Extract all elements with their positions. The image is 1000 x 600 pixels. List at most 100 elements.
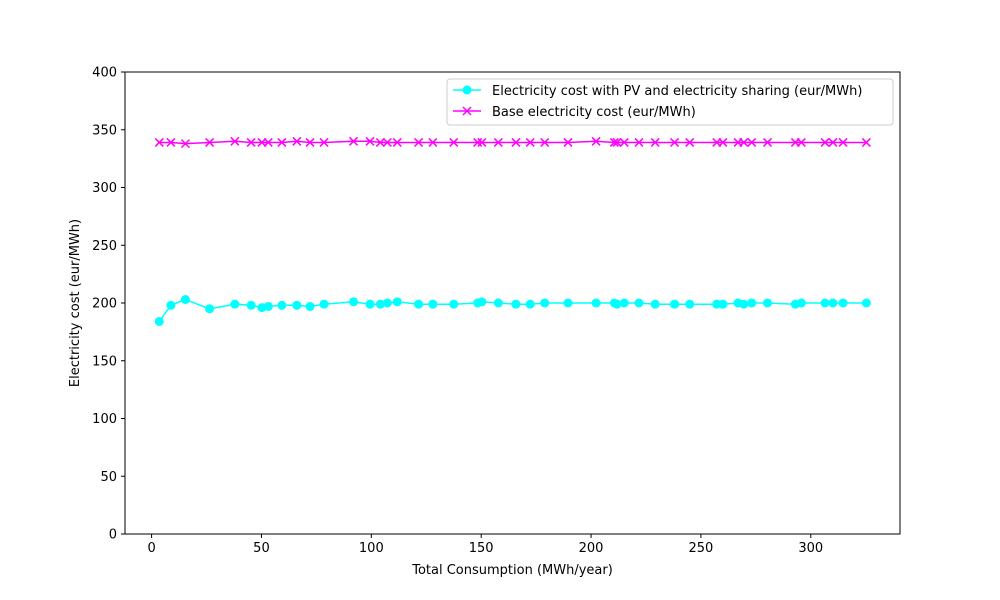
data-point bbox=[166, 137, 176, 147]
data-point bbox=[414, 299, 424, 309]
data-point bbox=[349, 297, 359, 307]
x-tick-label: 200 bbox=[579, 541, 604, 556]
y-tick-label: 250 bbox=[92, 239, 117, 254]
data-point bbox=[762, 137, 773, 147]
legend-label-pv: Electricity cost with PV and electricity… bbox=[492, 84, 862, 99]
data-point bbox=[319, 137, 329, 147]
data-point bbox=[428, 299, 438, 309]
y-tick-label: 100 bbox=[92, 412, 117, 427]
data-point bbox=[619, 137, 629, 147]
data-point bbox=[796, 137, 806, 147]
data-point bbox=[511, 299, 521, 309]
data-point bbox=[493, 137, 503, 147]
data-point bbox=[747, 137, 757, 147]
data-point bbox=[292, 300, 302, 310]
data-point bbox=[365, 136, 375, 146]
data-point bbox=[861, 298, 871, 308]
data-point bbox=[205, 137, 215, 147]
data-point bbox=[365, 299, 375, 309]
data-point bbox=[392, 137, 402, 147]
data-point bbox=[473, 137, 483, 147]
data-point bbox=[718, 299, 728, 309]
data-point bbox=[838, 298, 848, 308]
data-point bbox=[612, 137, 622, 147]
data-point bbox=[246, 300, 256, 310]
data-point bbox=[449, 137, 459, 147]
data-point bbox=[246, 137, 256, 147]
legend-marker-pv bbox=[462, 85, 472, 95]
data-point bbox=[670, 299, 680, 309]
data-point bbox=[563, 298, 573, 308]
data-point bbox=[747, 298, 757, 308]
data-point bbox=[650, 137, 660, 147]
data-point bbox=[718, 137, 728, 147]
data-point bbox=[591, 298, 601, 308]
data-point bbox=[796, 298, 806, 308]
series-layer bbox=[154, 136, 871, 326]
data-point bbox=[828, 137, 838, 147]
y-tick-label: 200 bbox=[92, 297, 117, 312]
data-point bbox=[739, 137, 749, 147]
data-point bbox=[348, 136, 359, 146]
data-point bbox=[166, 300, 176, 310]
data-point bbox=[712, 299, 722, 309]
data-point bbox=[540, 137, 550, 147]
y-axis-label: Electricity cost (eur/MWh) bbox=[68, 219, 83, 387]
legend-box bbox=[446, 78, 894, 126]
data-point bbox=[230, 136, 240, 146]
x-tick-label: 100 bbox=[359, 541, 384, 556]
data-point bbox=[305, 301, 315, 311]
y-tick-label: 50 bbox=[100, 470, 117, 485]
data-point bbox=[375, 299, 385, 309]
data-point bbox=[739, 299, 749, 309]
y-tick-label: 300 bbox=[92, 181, 117, 196]
data-point bbox=[263, 137, 273, 147]
data-point bbox=[609, 137, 619, 147]
data-point bbox=[477, 297, 487, 307]
data-point bbox=[685, 299, 695, 309]
data-point bbox=[319, 299, 329, 309]
data-point bbox=[263, 301, 273, 311]
data-point bbox=[838, 137, 848, 147]
data-point bbox=[180, 139, 190, 149]
series-line-1 bbox=[159, 140, 867, 145]
data-point bbox=[205, 304, 215, 314]
data-point bbox=[650, 299, 660, 309]
data-point bbox=[670, 137, 680, 147]
y-axis: 0 50 100 150 200 250 300 350 400 bbox=[92, 66, 125, 543]
data-point bbox=[392, 297, 402, 307]
data-point bbox=[591, 136, 601, 146]
data-point bbox=[493, 298, 503, 308]
y-tick-label: 0 bbox=[109, 528, 117, 543]
x-tick-label: 300 bbox=[798, 541, 823, 556]
data-point bbox=[414, 137, 424, 147]
data-point bbox=[180, 295, 190, 305]
data-point bbox=[763, 298, 773, 308]
x-tick-label: 0 bbox=[147, 541, 155, 556]
data-point bbox=[619, 298, 629, 308]
x-tick-label: 50 bbox=[253, 541, 270, 556]
data-point bbox=[563, 137, 573, 147]
data-point bbox=[277, 300, 287, 310]
x-tick-label: 150 bbox=[469, 541, 494, 556]
data-point bbox=[449, 299, 459, 309]
data-point bbox=[382, 137, 392, 147]
x-tick-label: 250 bbox=[689, 541, 714, 556]
data-point bbox=[634, 298, 644, 308]
legend: Electricity cost with PV and electricity… bbox=[446, 78, 894, 126]
y-tick-label: 400 bbox=[92, 66, 117, 81]
data-point bbox=[154, 316, 164, 326]
data-point bbox=[154, 137, 164, 147]
data-point bbox=[511, 137, 521, 147]
data-point bbox=[292, 136, 302, 146]
data-point bbox=[525, 299, 535, 309]
x-axis: 0 50 100 150 200 250 300 bbox=[147, 534, 823, 556]
data-point bbox=[382, 298, 392, 308]
data-point bbox=[375, 137, 385, 147]
data-point bbox=[820, 137, 830, 147]
y-tick-label: 150 bbox=[92, 354, 117, 369]
data-point bbox=[612, 299, 622, 309]
data-point bbox=[861, 137, 871, 147]
data-point bbox=[477, 137, 487, 147]
